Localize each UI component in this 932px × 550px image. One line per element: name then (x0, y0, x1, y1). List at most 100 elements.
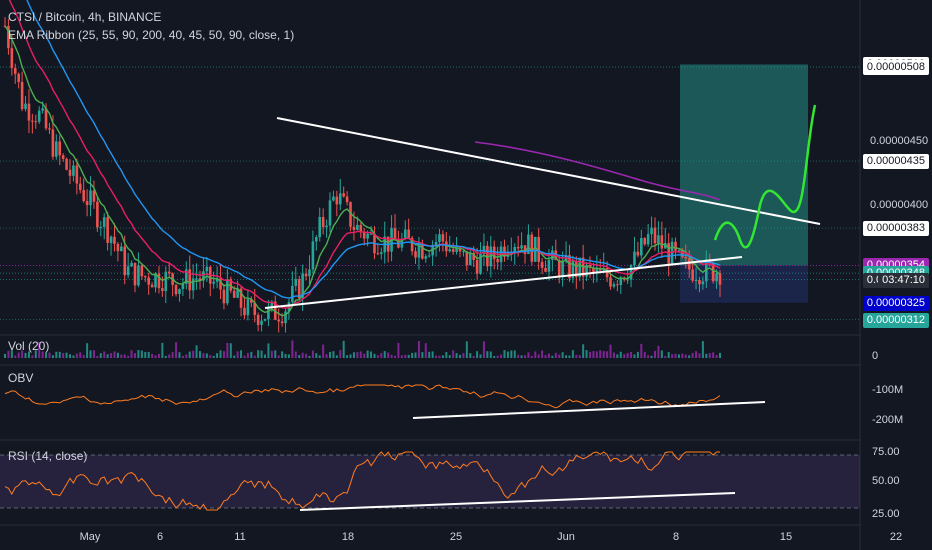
obv-pane-label: OBV (8, 371, 34, 385)
candle-body (113, 236, 116, 244)
candle-body (575, 261, 578, 278)
price-tag[interactable]: 0.00000383 (862, 221, 929, 237)
candle-body (55, 141, 58, 157)
price-tick-label: 0.00000450 (870, 134, 929, 147)
volume-bar (459, 354, 461, 358)
candle-body (325, 225, 328, 228)
volume-bar (506, 351, 509, 358)
volume-bar (92, 350, 95, 358)
price-tag[interactable]: 0.00000508 (862, 60, 929, 75)
volume-bar (387, 352, 390, 358)
candle-body (403, 229, 407, 239)
volume-bar (192, 350, 195, 358)
candle-body (687, 258, 691, 270)
volume-bar (462, 353, 465, 358)
volume-bar (571, 350, 574, 358)
candle-body (605, 268, 609, 278)
candle-body (58, 141, 62, 156)
candle-body (653, 227, 657, 244)
volume-bar (219, 350, 222, 358)
candle-body (291, 285, 294, 303)
volume-bar (168, 354, 171, 358)
volume-bar (352, 352, 355, 358)
candle-body (61, 155, 65, 159)
volume-bar (568, 355, 571, 358)
volume-bar (541, 350, 544, 358)
candle-body (380, 252, 383, 254)
candle-body (629, 265, 633, 280)
candle-body (34, 121, 38, 123)
candle-body (427, 255, 431, 257)
candle-body (694, 280, 698, 282)
volume-pane-label: Vol (20) (8, 339, 50, 353)
candle-body (96, 201, 99, 228)
candle-body (20, 81, 24, 110)
candle-body (609, 277, 612, 287)
volume-bar (654, 350, 656, 358)
ema-ribbon-legend: EMA Ribbon (25, 55, 90, 200, 40, 45, 50,… (8, 28, 295, 42)
volume-bar (667, 352, 670, 358)
volume-bar (89, 350, 92, 358)
volume-bar (38, 341, 41, 358)
volume-bar (137, 350, 140, 358)
volume-bar (612, 352, 615, 358)
volume-bar (657, 345, 660, 358)
candle-body (297, 279, 301, 299)
volume-bar (243, 355, 246, 358)
bar-countdown: 03:47:10 (878, 273, 929, 289)
volume-bar (55, 351, 58, 358)
candle-body (284, 311, 287, 324)
candle-body (229, 279, 233, 291)
volume-bar (643, 351, 646, 358)
volume-bar (346, 355, 349, 358)
volume-bar (520, 355, 523, 358)
volume-bar (229, 343, 232, 358)
volume-bar (140, 350, 143, 358)
volume-bar (10, 350, 13, 358)
volume-bar (619, 351, 622, 358)
candle-body (544, 267, 547, 272)
volume-bar (106, 354, 109, 358)
candle-body (410, 237, 414, 252)
candle-body (31, 120, 34, 122)
volume-bar (7, 350, 10, 358)
candle-body (537, 236, 540, 262)
price-tag[interactable]: 0.00000325 (862, 295, 929, 311)
volume-bar (407, 354, 410, 358)
indicator-axis-label: -100M (872, 384, 904, 396)
candle-body (92, 190, 96, 202)
price-tag[interactable]: 0.00000435 (862, 154, 929, 170)
volume-bar (575, 354, 578, 358)
candle-body (17, 73, 20, 82)
candle-body (13, 68, 17, 74)
candle-body (267, 306, 270, 319)
volume-bar (99, 353, 102, 358)
candle-body (677, 250, 681, 252)
volume-bar (79, 352, 82, 358)
price-tag[interactable]: 0.00000312 (862, 312, 929, 328)
candle-body (578, 257, 582, 278)
volume-bar (397, 342, 400, 358)
volume-bar (233, 355, 236, 358)
volume-bar (578, 355, 581, 358)
candle-body (489, 246, 493, 267)
candle-body (366, 233, 369, 239)
candle-body (530, 234, 534, 262)
candle-body (332, 196, 335, 201)
volume-bar (606, 351, 609, 358)
candle-body (592, 267, 595, 273)
volume-bar (472, 355, 475, 358)
volume-bar (530, 355, 533, 358)
candle-body (137, 265, 140, 286)
volume-bar (246, 352, 249, 358)
volume-bar (537, 354, 540, 358)
candle-body (99, 226, 103, 228)
candle-body (178, 288, 181, 295)
candle-body (154, 273, 157, 288)
candle-body (643, 238, 647, 245)
candle-body (89, 190, 92, 206)
candle-body (711, 263, 715, 282)
candle-body (421, 245, 424, 259)
volume-bar (253, 355, 256, 358)
candle-body (369, 233, 373, 235)
